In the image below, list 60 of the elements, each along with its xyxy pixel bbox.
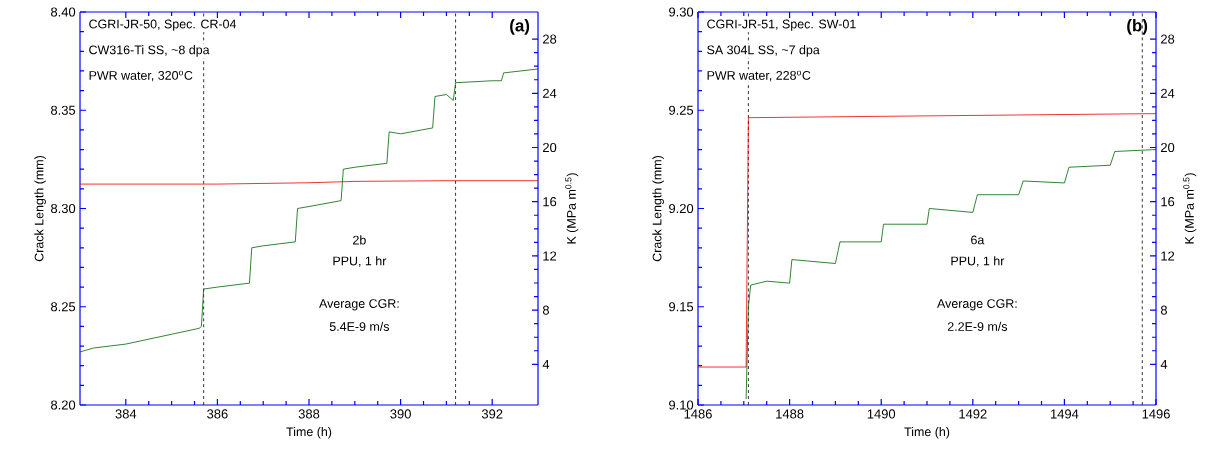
x-axis-title: Time (h): [904, 427, 950, 439]
annotation: PPU, 1 hr: [333, 256, 387, 267]
y2-axis-title: K (MPa m$^{0.5}$): [565, 173, 579, 244]
y-tick-label: 9.30: [669, 7, 694, 17]
y2-tick-label: 28: [543, 34, 557, 44]
annotation: CW316-Ti SS, ~8 dpa: [89, 45, 210, 57]
x-tick-label: 1492: [959, 409, 987, 419]
y-tick-label: 9.25: [669, 105, 694, 115]
x-tick-label: 386: [207, 409, 228, 419]
annotation: 6a: [971, 235, 985, 245]
x-tick-label: 390: [390, 409, 411, 419]
y-axis-title: Crack Length (mm): [34, 155, 46, 262]
y2-tick-label: 20: [1161, 142, 1175, 153]
x-tick-label: 1494: [1050, 409, 1079, 419]
annotation: 2b: [353, 235, 366, 245]
annotation: 5.4E-9 m/s: [329, 321, 390, 331]
x-tick-label: 1490: [867, 409, 896, 419]
y2-tick-label: 8: [1160, 305, 1167, 315]
y-tick-label: 9.15: [669, 302, 694, 312]
y2-tick-label: 4: [542, 359, 550, 369]
chart-title: (b): [1127, 19, 1148, 35]
x-tick-label: 1486: [684, 409, 712, 419]
y2-tick-label: 28: [1161, 34, 1175, 44]
y2-tick-label: 8: [542, 305, 549, 315]
annotation: Average CGR:: [937, 299, 1017, 311]
x-tick-label: 1496: [1142, 409, 1170, 419]
y-tick-label: 8.35: [51, 105, 76, 115]
annotation: PWR water, 320$^{o}$C: [89, 70, 193, 82]
y-tick-label: 9.20: [669, 203, 694, 214]
x-tick-label: 388: [298, 409, 320, 419]
y2-tick-label: 24: [1161, 88, 1175, 98]
y-tick-label: 8.20: [51, 400, 76, 410]
y2-tick-label: 20: [543, 142, 557, 153]
annotation: PPU, 1 hr: [951, 256, 1005, 267]
y-tick-label: 8.25: [51, 302, 76, 312]
x-tick-label: 1488: [776, 409, 804, 419]
y2-tick-label: 16: [543, 197, 557, 207]
x-axis-title: Time (h): [286, 427, 332, 439]
annotation: SA 304L SS, ~7 dpa: [707, 45, 820, 57]
line-series: [697, 113, 1157, 368]
y2-tick-label: 16: [1161, 197, 1175, 207]
annotation: CGRI-JR-50, Spec. CR-04: [89, 19, 237, 31]
chart-title: (a): [510, 19, 530, 35]
y2-tick-label: 12: [1161, 251, 1175, 261]
y2-axis-title: K (MPa m$^{0.5}$): [1183, 173, 1197, 244]
y2-tick-label: 4: [1160, 359, 1168, 369]
y-tick-label: 8.30: [51, 203, 76, 214]
y2-tick-label: 24: [543, 88, 557, 98]
x-tick-label: 392: [481, 409, 503, 419]
y-tick-label: 9.10: [669, 400, 694, 410]
annotation: 2.2E-9 m/s: [947, 321, 1008, 331]
annotation: CGRI-JR-51, Spec. SW-01: [707, 19, 856, 31]
x-tick-label: 384: [115, 409, 137, 419]
line-series: [79, 68, 539, 353]
annotation: Average CGR:: [319, 299, 399, 311]
y-axis-title: Crack Length (mm): [652, 155, 664, 262]
line-series: [745, 149, 1157, 400]
annotation: PWR water, 228$^{o}$C: [707, 70, 811, 82]
y-tick-label: 8.40: [51, 7, 76, 17]
y2-tick-label: 12: [543, 251, 557, 261]
